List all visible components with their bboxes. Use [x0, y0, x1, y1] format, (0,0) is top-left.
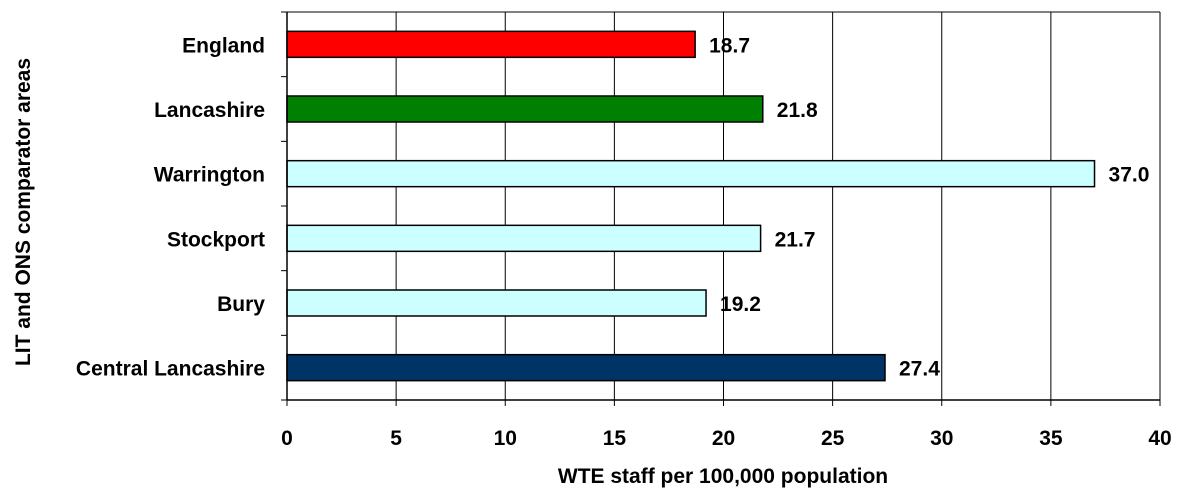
x-tick-label: 30 — [930, 427, 953, 450]
bar — [286, 289, 707, 317]
data-label: 27.4 — [899, 358, 940, 381]
x-tick-label: 25 — [821, 427, 845, 450]
x-tick-label: 0 — [281, 427, 293, 450]
y-axis-title: LIT and ONS comparator areas — [12, 58, 35, 366]
category-labels: England Lancashire Warrington Stockport Bury… — [76, 34, 265, 380]
x-tick-labels: 0 5 10 15 20 25 30 35 40 — [281, 427, 1172, 450]
bar — [286, 95, 764, 123]
x-tick-label: 20 — [712, 427, 735, 450]
category-label: Stockport — [167, 228, 265, 251]
data-labels: 18.7 21.8 37.0 21.7 19.2 27.4 — [709, 34, 1149, 380]
bar — [286, 224, 762, 253]
data-label: 21.7 — [775, 228, 816, 251]
bar — [286, 159, 1096, 188]
data-label: 37.0 — [1109, 164, 1150, 187]
data-label: 21.8 — [777, 99, 818, 122]
x-tick-label: 35 — [1039, 427, 1063, 450]
category-label: Bury — [217, 293, 265, 316]
data-label: 18.7 — [709, 34, 750, 57]
x-tick-label: 5 — [390, 427, 402, 450]
bar — [286, 353, 886, 382]
category-label: Central Lancashire — [76, 358, 265, 381]
category-label: Warrington — [154, 164, 265, 187]
bar — [286, 30, 696, 59]
x-tick-label: 10 — [494, 427, 517, 450]
x-tick-label: 40 — [1148, 427, 1171, 450]
x-tick-label: 15 — [603, 427, 627, 450]
x-axis-title: WTE staff per 100,000 population — [558, 465, 888, 488]
axes — [281, 11, 1161, 406]
category-label: England — [182, 34, 265, 57]
data-label: 19.2 — [720, 293, 761, 316]
category-label: Lancashire — [154, 99, 265, 122]
